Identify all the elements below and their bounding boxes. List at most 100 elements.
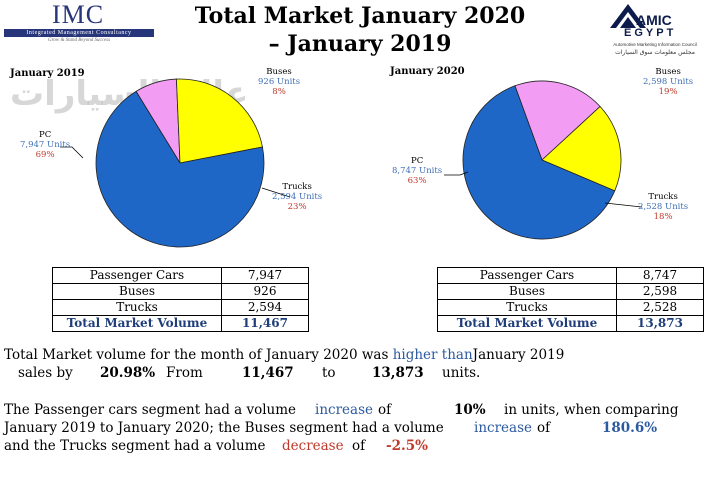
pc-change-pct: 10% — [454, 402, 486, 418]
amic-logo-subtitle-en: Automotive Marketing Information Council — [613, 42, 697, 47]
table-cell: Trucks — [437, 299, 617, 316]
segments-line-1: The Passenger cars segment had a volume … — [4, 401, 704, 419]
pie1-buses-name: Buses — [266, 67, 292, 77]
summary-text: From — [166, 365, 203, 381]
pie1-buses-units: 926 Units — [258, 77, 301, 87]
table-cell: Passenger Cars — [437, 267, 617, 284]
pie1-trucks-units: 2,594 Units — [272, 192, 323, 202]
table-cell: 926 — [221, 283, 309, 300]
pie2-trucks-leader — [604, 202, 643, 208]
pie2-pc-label: PC 8,747 Units 63% — [392, 156, 442, 186]
pie1-pc-name: PC — [38, 130, 52, 140]
summary-from-value: 11,467 — [242, 365, 294, 381]
summary-text: to — [322, 365, 336, 381]
pie2-slice-trucks — [541, 105, 622, 192]
segments-increase: increase — [315, 402, 373, 418]
imc-logo: IMC Integrated Management Consultancy Gr… — [4, 0, 154, 43]
segments-text: The Passenger cars segment had a volume — [4, 402, 297, 418]
pie1-pc-label: PC 7,947 Units 69% — [20, 130, 70, 160]
pie2-pc-pct: 63% — [407, 176, 427, 186]
table-row: Trucks 2,594 — [52, 299, 309, 316]
segments-text: and the Trucks segment had a volume — [4, 438, 266, 454]
table-cell: Total Market Volume — [52, 315, 222, 332]
pie-2019 — [95, 78, 265, 248]
imc-logo-bar: Integrated Management Consultancy — [4, 29, 154, 37]
volume-table-2020: Passenger Cars 8,747 Buses 2,598 Trucks 2,5… — [437, 267, 704, 332]
table-row: Buses 926 — [52, 283, 309, 300]
table-cell: 8,747 — [616, 267, 704, 284]
pie-2020 — [462, 80, 622, 240]
pie2-pc-units: 8,747 Units — [392, 166, 443, 176]
imc-logo-tagline: Grow & Stand Beyond Success — [47, 38, 111, 43]
summary-line-1: Total Market volume for the month of Jan… — [4, 346, 564, 364]
title-line-2: – January 2019 — [268, 31, 452, 57]
pie1-trucks-label: Trucks 2,594 Units 23% — [272, 182, 322, 212]
pie1-pc-pct: 69% — [35, 150, 55, 160]
pie2-trucks-name: Trucks — [648, 192, 678, 202]
pie1-trucks-name: Trucks — [282, 182, 312, 192]
table-row: Buses 2,598 — [437, 283, 704, 300]
summary-highlight: higher than — [392, 347, 473, 363]
summary-to-value: 13,873 — [372, 365, 424, 381]
segments-decrease: decrease — [282, 438, 344, 454]
pie2-trucks-label: Trucks 2,528 Units 18% — [638, 192, 688, 222]
amic-logo-subtitle-ar: مجلس معلومات سوق السيارات — [615, 49, 695, 56]
pie1-trucks-pct: 23% — [287, 202, 307, 212]
segments-line-3: and the Trucks segment had a volume decr… — [4, 437, 704, 455]
pie2-pc-name: PC — [410, 156, 424, 166]
amic-logo: AMIC EGYPT Automotive Marketing Informat… — [594, 2, 700, 62]
segments-text: of — [537, 420, 551, 436]
buses-change-pct: 180.6% — [602, 420, 658, 436]
amic-pyramid-icon — [610, 4, 646, 28]
table-cell: 2,598 — [616, 283, 704, 300]
summary-text: sales by — [18, 365, 73, 381]
trucks-change-pct: -2.5% — [386, 438, 428, 454]
table-row-total: Total Market Volume 11,467 — [52, 315, 309, 332]
table-row: Trucks 2,528 — [437, 299, 704, 316]
pie1-slice-pc — [95, 90, 265, 248]
segments-increase: increase — [474, 420, 532, 436]
summary-growth-pct: 20.98% — [100, 365, 156, 381]
pie2-title: January 2020 — [390, 66, 465, 77]
pie1-pc-units: 7,947 Units — [20, 140, 71, 150]
pie2-pc-leader — [444, 171, 469, 176]
pie2-buses-name: Buses — [655, 67, 681, 77]
pie1-buses-label: Buses 926 Units 8% — [258, 67, 300, 97]
imc-logo-letters: IMC — [52, 0, 105, 29]
pie1-buses-pct: 8% — [272, 87, 286, 97]
table-cell: 13,873 — [616, 315, 704, 332]
pie1-title: January 2019 — [10, 68, 85, 79]
summary-text: units. — [442, 365, 481, 381]
table-cell: 7,947 — [221, 267, 309, 284]
segments-line-2: January 2019 to January 2020; the Buses … — [4, 419, 704, 437]
amic-logo-word1: AMIC — [636, 12, 672, 28]
pie2-slice-buses — [514, 80, 601, 161]
table-cell: Total Market Volume — [437, 315, 617, 332]
pie2-trucks-pct: 18% — [653, 212, 673, 222]
segments-text: of — [378, 402, 392, 418]
table-cell: 2,594 — [221, 299, 309, 316]
pie1-trucks-leader — [261, 187, 291, 198]
segments-text: of — [352, 438, 366, 454]
table-cell: Buses — [52, 283, 222, 300]
summary-text: January 2019 — [472, 347, 565, 363]
segments-text: in units, when comparing — [504, 402, 679, 418]
table-cell: 2,528 — [616, 299, 704, 316]
segments-text: January 2019 to January 2020; the Buses … — [4, 420, 444, 436]
pie2-slice-pc — [462, 85, 616, 240]
table-row-total: Total Market Volume 13,873 — [437, 315, 704, 332]
pie2-buses-label: Buses 2,598 Units 19% — [643, 67, 693, 97]
table-cell: Passenger Cars — [52, 267, 222, 284]
table-cell: Buses — [437, 283, 617, 300]
pie2-buses-pct: 19% — [658, 87, 678, 97]
pie2-trucks-units: 2,528 Units — [638, 202, 689, 212]
pie1-slice-trucks — [176, 78, 263, 164]
summary-text: Total Market volume for the month of Jan… — [4, 347, 389, 363]
title-line-1: Total Market January 2020 — [194, 3, 526, 29]
table-cell: 11,467 — [221, 315, 309, 332]
table-row: Passenger Cars 7,947 — [52, 267, 309, 284]
page-title: Total Market January 2020 – January 2019 — [160, 2, 560, 58]
table-row: Passenger Cars 8,747 — [437, 267, 704, 284]
pie-charts — [60, 78, 643, 248]
table-cell: Trucks — [52, 299, 222, 316]
